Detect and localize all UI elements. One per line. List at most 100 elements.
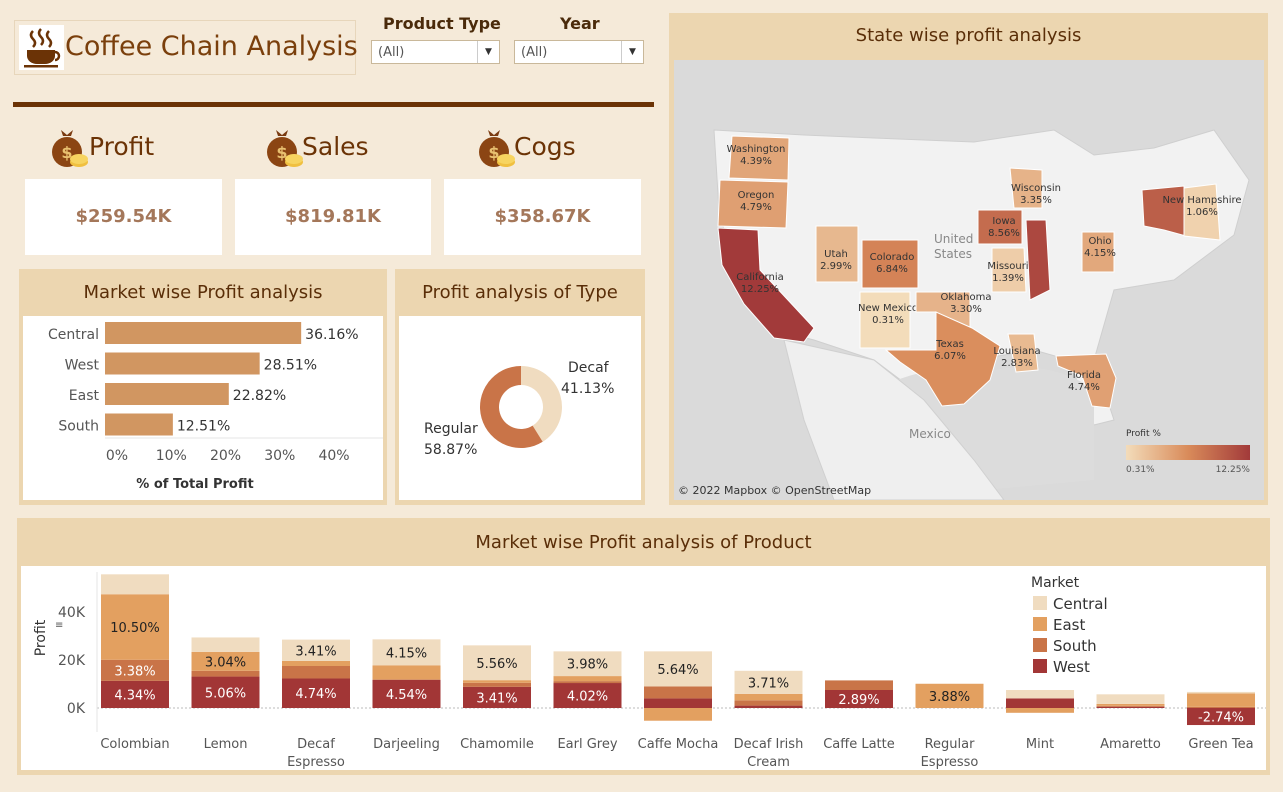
legend-swatch[interactable] bbox=[1033, 659, 1047, 673]
illinois-shape[interactable] bbox=[1025, 219, 1051, 301]
product-bar-segment[interactable] bbox=[282, 660, 350, 666]
product-bar-segment[interactable] bbox=[553, 651, 622, 677]
product-bar-segment[interactable] bbox=[372, 639, 441, 666]
market-bar[interactable] bbox=[105, 352, 260, 375]
product-bar-segment[interactable] bbox=[553, 681, 622, 684]
product-bar-segment[interactable] bbox=[191, 637, 260, 652]
product-bar-segment[interactable] bbox=[1187, 706, 1255, 708]
product-bar-segment[interactable] bbox=[101, 659, 169, 681]
state-profit-title: State wise profit analysis bbox=[855, 25, 1082, 46]
product-bar-segment[interactable] bbox=[463, 645, 531, 681]
state-louisiana[interactable] bbox=[1007, 333, 1039, 373]
state-oregon[interactable] bbox=[717, 179, 789, 229]
product-bar-segment[interactable] bbox=[825, 680, 893, 690]
product-bar-segment[interactable] bbox=[463, 680, 531, 683]
product-bar-segment[interactable] bbox=[734, 693, 803, 701]
state-profit-panel: State wise profit analysis Mexico United… bbox=[669, 13, 1268, 505]
legend-swatch[interactable] bbox=[1033, 617, 1047, 631]
product-bar-segment[interactable] bbox=[644, 708, 712, 721]
market-bar[interactable] bbox=[105, 383, 229, 405]
product-bar-segment[interactable] bbox=[101, 574, 169, 595]
legend-label[interactable]: South bbox=[1053, 637, 1097, 655]
state-new-mexico[interactable] bbox=[859, 291, 911, 349]
product-bar-segment[interactable] bbox=[915, 683, 984, 708]
sort-icon[interactable]: ≡ bbox=[55, 620, 63, 631]
product-segment-label: 4.54% bbox=[386, 688, 427, 703]
state-colorado[interactable] bbox=[861, 239, 919, 289]
state-iowa[interactable] bbox=[977, 209, 1023, 245]
product-bar-segment[interactable] bbox=[734, 705, 803, 708]
product-bar-segment[interactable] bbox=[1096, 706, 1165, 708]
product-bar-segment[interactable] bbox=[372, 679, 441, 708]
chevron-down-icon[interactable]: ▼ bbox=[621, 41, 643, 63]
cogs-kpi-card: $358.67K bbox=[444, 179, 641, 255]
state-florida[interactable] bbox=[1055, 353, 1117, 409]
product-bar-segment[interactable] bbox=[553, 683, 622, 708]
state-profit-map[interactable]: Mexico United States Washington 4.39% Oreg… bbox=[674, 60, 1264, 500]
product-bar-segment[interactable] bbox=[1187, 691, 1255, 694]
product-bar-segment[interactable] bbox=[644, 698, 712, 708]
product-bar-segment[interactable] bbox=[282, 678, 350, 708]
product-bar-segment[interactable] bbox=[825, 690, 893, 708]
map-attribution[interactable]: © 2022 Mapbox © OpenStreetMap bbox=[678, 484, 871, 497]
product-bar-segment[interactable] bbox=[553, 676, 622, 682]
product-bar-segment[interactable] bbox=[191, 651, 260, 671]
product-bar-segment[interactable] bbox=[372, 665, 441, 680]
product-bar-segment[interactable] bbox=[1006, 708, 1074, 713]
market-xtick-label: 20% bbox=[210, 448, 241, 464]
product-bar-segment[interactable] bbox=[1187, 708, 1255, 726]
state-ohio[interactable] bbox=[1081, 231, 1115, 273]
legend-label[interactable]: Central bbox=[1053, 595, 1108, 613]
state-washington[interactable] bbox=[728, 135, 790, 181]
state-name-label: Oklahoma bbox=[941, 292, 992, 303]
state-missouri[interactable] bbox=[991, 247, 1027, 293]
year-value: (All) bbox=[521, 45, 548, 60]
donut-slice-decaf[interactable] bbox=[521, 366, 562, 442]
state-wisconsin[interactable] bbox=[1009, 167, 1043, 209]
product-bar-segment[interactable] bbox=[1096, 703, 1165, 706]
state-value-label: 6.07% bbox=[934, 351, 966, 362]
state-texas[interactable] bbox=[884, 311, 1001, 407]
product-segment-label: 10.50% bbox=[110, 621, 160, 636]
product-bar-segment[interactable] bbox=[101, 594, 169, 660]
product-bar-segment[interactable] bbox=[191, 676, 260, 708]
product-category-label: Colombian bbox=[100, 737, 169, 752]
market-xtick-label: 10% bbox=[156, 448, 187, 464]
product-bar-segment[interactable] bbox=[101, 680, 169, 708]
legend-swatch[interactable] bbox=[1033, 638, 1047, 652]
product-bar-segment[interactable] bbox=[191, 670, 260, 677]
product-bar-segment[interactable] bbox=[282, 639, 350, 661]
market-bar[interactable] bbox=[105, 322, 302, 344]
product-bar-segment[interactable] bbox=[644, 651, 712, 687]
year-dropdown[interactable]: (All) ▼ bbox=[514, 40, 644, 64]
state-new-hampshire[interactable] bbox=[1183, 183, 1221, 241]
legend-swatch[interactable] bbox=[1033, 596, 1047, 610]
product-category-label: Green Tea bbox=[1188, 737, 1253, 752]
state-california[interactable] bbox=[717, 227, 815, 343]
product-bar-segment[interactable] bbox=[1096, 705, 1165, 707]
product-type-dropdown[interactable]: (All) ▼ bbox=[371, 40, 500, 64]
product-bar-segment[interactable] bbox=[463, 682, 531, 687]
legend-label[interactable]: West bbox=[1053, 658, 1090, 676]
map-legend-min: 0.31% bbox=[1126, 465, 1155, 475]
mexico-label: Mexico bbox=[909, 427, 951, 441]
state-name-label: Wisconsin bbox=[1011, 183, 1061, 194]
product-bar-segment[interactable] bbox=[734, 700, 803, 706]
chevron-down-icon[interactable]: ▼ bbox=[477, 41, 499, 63]
legend-label[interactable]: East bbox=[1053, 616, 1085, 634]
state-utah[interactable] bbox=[815, 225, 859, 283]
product-bar-segment[interactable] bbox=[1006, 690, 1074, 699]
product-bar-segment[interactable] bbox=[1096, 694, 1165, 704]
market-bar[interactable] bbox=[105, 413, 173, 436]
product-bar-segment[interactable] bbox=[1187, 693, 1255, 707]
svg-text:$: $ bbox=[276, 143, 287, 162]
product-bar-segment[interactable] bbox=[644, 686, 712, 699]
product-bar-segment[interactable] bbox=[734, 670, 803, 694]
product-bar-segment[interactable] bbox=[282, 666, 350, 679]
new-york-shape[interactable] bbox=[1141, 185, 1187, 237]
donut-slice-regular[interactable] bbox=[480, 366, 543, 448]
product-bar-segment[interactable] bbox=[463, 686, 531, 708]
product-bar-segment[interactable] bbox=[1006, 698, 1074, 708]
product-ytick-label: 40K bbox=[58, 605, 86, 621]
